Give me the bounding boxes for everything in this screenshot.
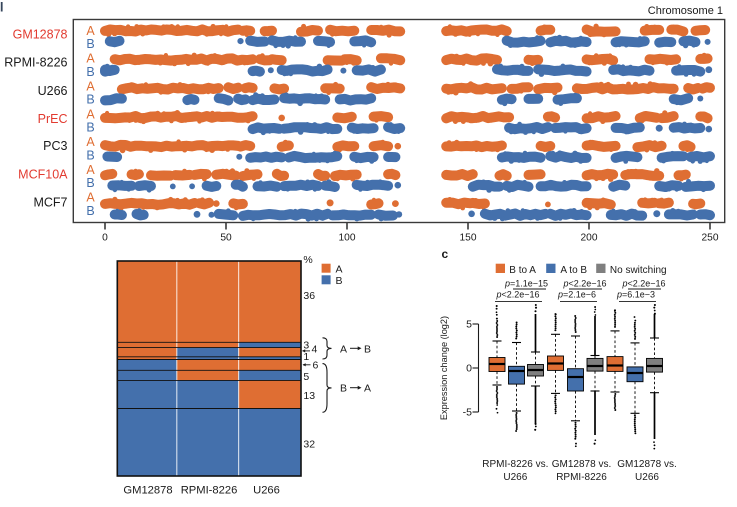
svg-text:GM12878: GM12878	[123, 485, 172, 497]
svg-text:PrEC: PrEC	[38, 112, 68, 126]
svg-text:3: 3	[303, 339, 309, 351]
svg-text:Chromosome 1: Chromosome 1	[648, 5, 723, 17]
svg-text:GM12878: GM12878	[13, 28, 68, 42]
svg-text:No switching: No switching	[610, 265, 667, 276]
svg-text:A: A	[86, 107, 95, 121]
svg-text:A: A	[86, 191, 95, 205]
svg-text:A: A	[86, 52, 95, 66]
svg-text:13: 13	[303, 390, 315, 402]
svg-text:1: 1	[303, 351, 309, 363]
svg-text:4: 4	[312, 343, 318, 355]
svg-text:B: B	[336, 275, 343, 287]
svg-text:A: A	[86, 24, 95, 38]
svg-text:B: B	[86, 65, 94, 79]
svg-text:RPMI-8226: RPMI-8226	[4, 56, 67, 70]
svg-text:U266: U266	[635, 472, 659, 483]
svg-text:B: B	[364, 343, 371, 355]
svg-text:B: B	[86, 148, 94, 162]
svg-text:100: 100	[339, 233, 356, 244]
svg-text:B: B	[86, 120, 94, 134]
svg-text:p<2.2e−16: p<2.2e−16	[495, 290, 539, 300]
svg-text:c: c	[442, 247, 449, 261]
svg-text:32: 32	[303, 438, 315, 450]
svg-text:%: %	[303, 254, 312, 266]
svg-text:150: 150	[460, 233, 477, 244]
svg-text:RPMI-8226 vs.: RPMI-8226 vs.	[482, 459, 548, 470]
svg-text:0: 0	[466, 363, 472, 375]
svg-text:200: 200	[581, 233, 598, 244]
svg-text:MCF7: MCF7	[33, 195, 67, 209]
svg-text:B: B	[86, 204, 94, 218]
svg-text:A: A	[364, 383, 371, 395]
svg-text:B: B	[86, 176, 94, 190]
svg-text:GM12878 vs.: GM12878 vs.	[617, 459, 676, 470]
svg-text:A: A	[340, 343, 347, 355]
svg-text:p=2.1e−6: p=2.1e−6	[557, 290, 596, 300]
svg-text:B: B	[86, 37, 94, 51]
svg-text:250: 250	[702, 233, 719, 244]
svg-text:p<2.2e−16: p<2.2e−16	[621, 279, 665, 289]
svg-text:-5: -5	[463, 407, 472, 419]
svg-text:A: A	[86, 80, 95, 94]
svg-text:p=1.1e−15: p=1.1e−15	[504, 279, 548, 289]
svg-text:A: A	[86, 163, 95, 177]
svg-text:5: 5	[466, 319, 472, 331]
svg-text:B: B	[340, 383, 347, 395]
svg-text:p=6.1e−3: p=6.1e−3	[616, 290, 655, 300]
svg-text:A: A	[336, 263, 343, 275]
svg-text:36: 36	[303, 290, 315, 302]
svg-text:B to A: B to A	[509, 265, 536, 276]
svg-text:A to B: A to B	[560, 265, 587, 276]
svg-text:5: 5	[303, 371, 309, 383]
svg-text:B: B	[86, 93, 94, 107]
svg-text:PC3: PC3	[43, 139, 67, 153]
svg-text:50: 50	[220, 233, 232, 244]
svg-text:U266: U266	[253, 485, 280, 497]
svg-text:A: A	[86, 135, 95, 149]
svg-text:U266: U266	[503, 472, 527, 483]
svg-text:GM12878 vs.: GM12878 vs.	[552, 459, 611, 470]
svg-text:Expression change (log2): Expression change (log2)	[439, 316, 449, 420]
svg-text:RPMI-8226: RPMI-8226	[556, 472, 607, 483]
svg-text:0: 0	[102, 233, 108, 244]
svg-text:p<2.2e−16: p<2.2e−16	[562, 279, 606, 289]
svg-text:U266: U266	[38, 84, 68, 98]
svg-text:6: 6	[313, 360, 319, 372]
svg-text:MCF10A: MCF10A	[18, 168, 68, 182]
svg-text:RPMI-8226: RPMI-8226	[181, 485, 238, 497]
